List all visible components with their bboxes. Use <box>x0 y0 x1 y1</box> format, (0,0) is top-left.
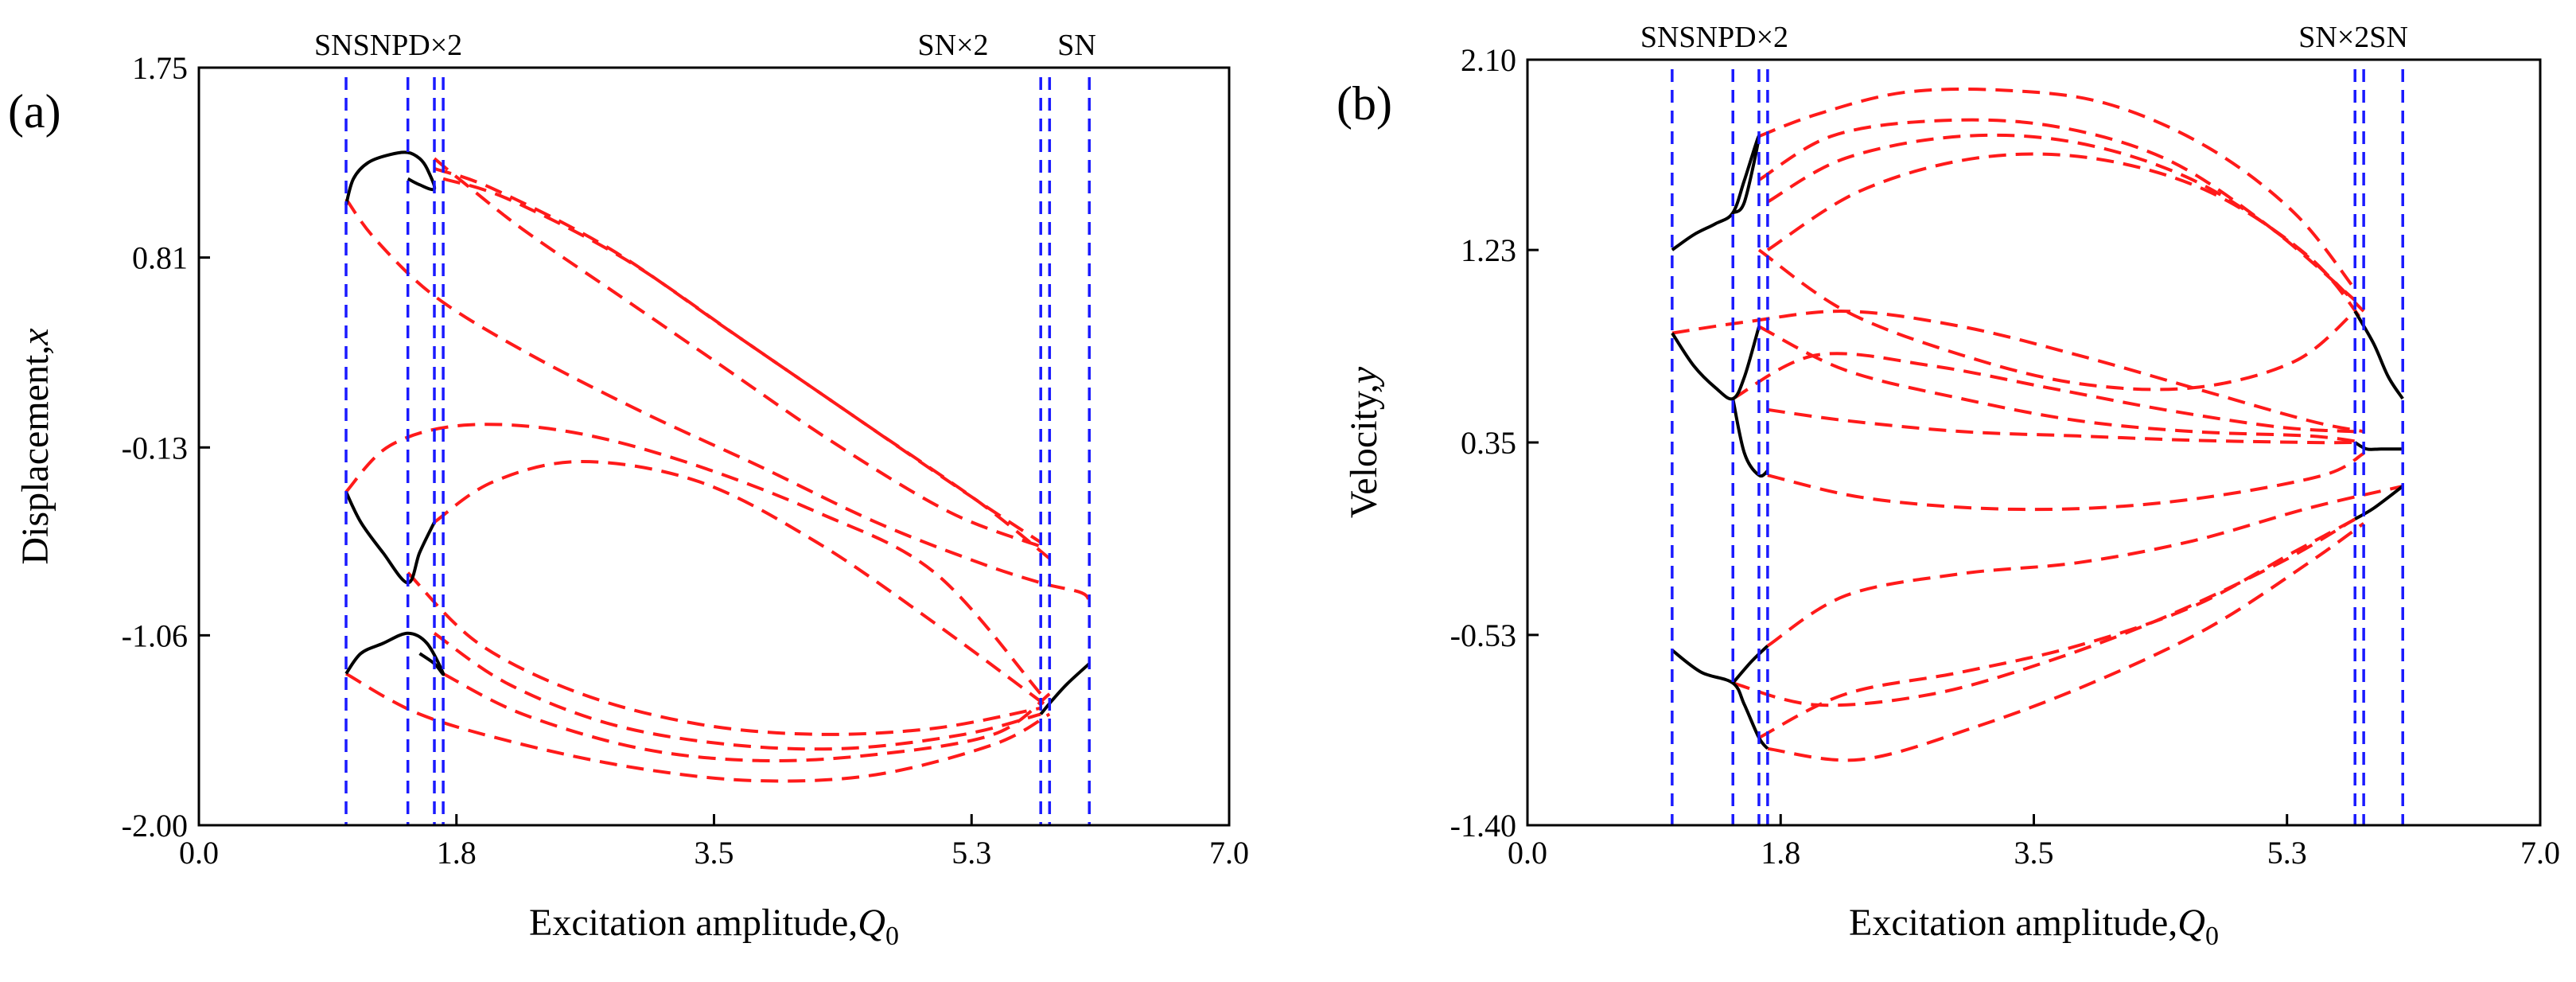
y-axis-title-text: Displacement, <box>14 345 56 565</box>
y-axis-title: Velocity,y <box>1343 366 1385 518</box>
x-axis-title: Excitation amplitude,Q0 <box>1849 902 2219 951</box>
unstable-upper-loop-3 <box>1766 133 2365 313</box>
x-axis-title-sub: 0 <box>885 922 899 951</box>
stable-stable-right-upper <box>2353 310 2404 400</box>
bifurcation-annotation: SNSNPD×2 <box>1640 21 1788 54</box>
unstable-upper-inner-return <box>1757 248 2356 392</box>
x-axis-title-text: Excitation amplitude, <box>529 902 858 944</box>
unstable-middle-branch-2 <box>433 459 1051 710</box>
x-tick-label: 5.3 <box>2267 835 2307 871</box>
x-tick-label: 5.3 <box>951 835 991 871</box>
bifurcation-annotation: SN×2 <box>918 29 989 62</box>
x-axis-title-sub: 0 <box>2205 922 2219 951</box>
unstable-mid-2 <box>1732 352 2356 434</box>
unstable-lower-3 <box>1767 522 2365 762</box>
bifurcation-annotation: SNSNPD×2 <box>314 29 462 62</box>
stable-stable-middle <box>344 491 436 585</box>
stable-stable-upper-loop <box>344 150 437 206</box>
y-tick-label: 1.23 <box>1461 232 1516 268</box>
y-axis-title-var: y <box>1343 366 1385 388</box>
y-tick-label: 0.35 <box>1461 425 1516 461</box>
stable-stable-upper <box>1671 134 1761 251</box>
panel-label: (b) <box>1337 77 1392 130</box>
unstable-upper-branch-4 <box>433 157 1041 548</box>
unstable-lower-2 <box>1758 512 2365 739</box>
stable-stable-right <box>1039 662 1091 715</box>
x-tick-label: 0.0 <box>1508 835 1547 871</box>
unstable-lower-1 <box>1766 485 2403 648</box>
unstable-upper-loop-2 <box>1757 118 2356 302</box>
unstable-upper-loop-1 <box>1758 88 2356 290</box>
x-tick-label: 7.0 <box>2520 835 2560 871</box>
chart-panel-b: 0.0 1.8 3.5 5.3 7.0 2.10 1.23 0.35 -0.53 -1.40 Exc… <box>1337 21 2560 951</box>
unstable-mid-3 <box>1758 325 2364 444</box>
y-tick-label: -2.00 <box>122 808 188 844</box>
unstable-lower-4 <box>1732 517 2356 707</box>
unstable-upper-branch-3 <box>442 177 1051 560</box>
x-axis-title-var: Q <box>2177 902 2205 944</box>
y-axis-title-var: x <box>14 328 56 345</box>
stable-stable-mid-upper <box>1671 325 1761 401</box>
unstable-upper-branch-1 <box>344 197 1091 604</box>
stable-stable-mid-lower <box>1731 398 1769 478</box>
bifurcation-annotation: SN <box>1057 29 1096 62</box>
chart-panel-a: 0.0 1.8 3.5 5.3 7.0 1.75 0.81 -0.13 -1.06 -2.00 Ex… <box>8 29 1249 951</box>
y-axis-title-text: Velocity, <box>1343 384 1385 518</box>
unstable-lower-branch-3 <box>433 632 1041 751</box>
y-tick-label: 0.81 <box>132 240 188 276</box>
y-tick-label: 1.75 <box>132 50 188 86</box>
y-axis-title: Displacement,x <box>14 328 56 564</box>
y-tick-label: 2.10 <box>1461 42 1516 78</box>
unstable-mid-4 <box>1767 451 2365 512</box>
unstable-mid-5 <box>1767 407 2356 445</box>
plot-frame <box>1526 58 2542 827</box>
x-tick-label: 3.5 <box>2014 835 2054 871</box>
x-tick-label: 0.0 <box>179 835 219 871</box>
unstable-lower-branch-2 <box>407 571 1041 736</box>
stable-stable-right-lower <box>2354 485 2404 520</box>
unstable-lower-branch-4 <box>442 672 1051 763</box>
y-tick-label: -1.40 <box>1450 808 1516 844</box>
stable-stable-lower-tip <box>1731 645 1769 684</box>
y-tick-label: -0.53 <box>1450 618 1516 653</box>
unstable-mid-1 <box>1671 310 2364 434</box>
x-tick-label: 1.8 <box>437 835 477 871</box>
x-tick-label: 7.0 <box>1209 835 1249 871</box>
y-tick-label: -1.06 <box>122 618 188 653</box>
unstable-upper-loop-4 <box>1766 152 2365 324</box>
x-axis-title-text: Excitation amplitude, <box>1849 902 2177 944</box>
x-tick-label: 1.8 <box>1761 835 1800 871</box>
panel-label: (a) <box>8 85 61 138</box>
x-tick-label: 3.5 <box>695 835 734 871</box>
stable-stable-right-mid <box>2354 441 2403 451</box>
unstable-middle-branch-1 <box>344 423 1042 696</box>
stable-stable-lower <box>344 631 446 676</box>
y-tick-label: -0.13 <box>122 430 188 466</box>
bifurcation-annotation: SN×2SN <box>2298 21 2408 54</box>
stable-stable-lower <box>1671 649 1769 750</box>
unstable-upper-branch-2 <box>434 167 1042 544</box>
x-axis-title: Excitation amplitude,Q0 <box>529 902 899 951</box>
x-axis-title-var: Q <box>858 902 885 944</box>
